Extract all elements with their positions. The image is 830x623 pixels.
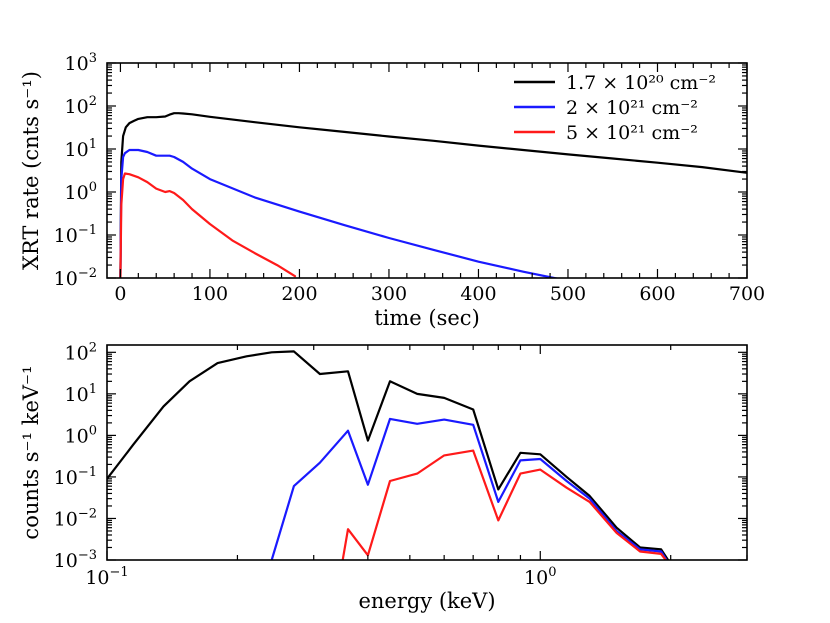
plot-frame [106,62,748,279]
y-tick-label: 10−3 [54,548,97,572]
y-axis-label: counts s⁻¹ keV⁻¹ [19,365,43,539]
x-tick-label: 0 [114,283,126,305]
y-tick-label: 10−1 [54,223,97,247]
y-tick-label: 103 [65,51,97,75]
y-tick-label: 101 [65,137,97,161]
top-panel-time-series: 10−2 10−1 100 101 102 103 0 100 200 300 400 500 600 7… [19,51,765,330]
y-tick-label: 10−2 [54,266,97,290]
bottom-panel-energy-spectrum: 10−3 10−2 10−1 100 101 102 10−1 100 energy (keV)… [19,340,748,613]
x-tick-label: 600 [639,283,675,305]
series-line-2 [119,148,560,278]
series-line-3 [341,449,668,560]
y-tick-label: 102 [65,340,97,364]
x-axis-label: time (sec) [374,306,480,330]
x-tick-label: 300 [371,283,407,305]
series-line-1 [107,350,670,560]
y-tick-label: 10−2 [54,506,97,530]
legend-label: 5 × 10²¹ cm⁻² [566,122,698,144]
x-tick-label: 700 [729,283,765,305]
legend-label: 1.7 × 10²⁰ cm⁻² [566,72,716,94]
x-tick-label: 500 [550,283,586,305]
legend-label: 2 × 10²¹ cm⁻² [566,97,698,119]
legend: 1.7 × 10²⁰ cm⁻² 2 × 10²¹ cm⁻² 5 × 10²¹ cm⁻… [514,72,716,144]
y-tick-label: 100 [65,423,97,447]
x-tick-label: 10−1 [85,565,128,589]
x-tick-label: 100 [524,565,556,589]
x-tick-label: 100 [192,283,228,305]
series-line-1 [119,112,747,278]
y-tick-label: 10−1 [54,465,97,489]
y-axis-label: XRT rate (cnts s⁻¹) [19,71,43,270]
series-line-2 [270,417,668,560]
plot-frame [106,344,748,561]
x-axis-label: energy (keV) [358,589,495,613]
y-tick-label: 102 [65,94,97,118]
y-tick-label: 101 [65,382,97,406]
series-line-3 [119,172,297,278]
x-tick-label: 200 [281,283,317,305]
y-tick-label: 100 [65,180,97,204]
x-tick-label: 400 [460,283,496,305]
